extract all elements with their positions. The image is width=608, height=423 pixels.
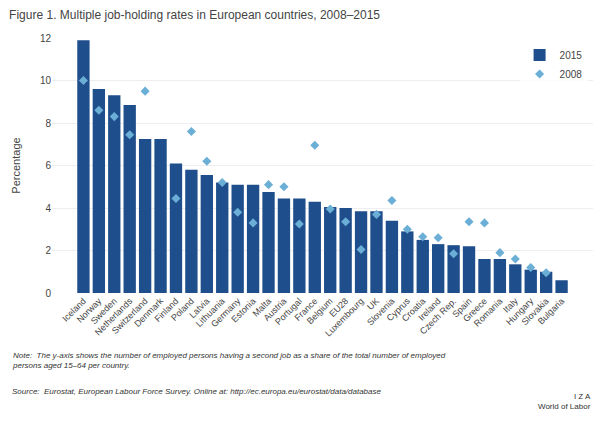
svg-text:Slovenia: Slovenia [365,296,396,327]
svg-text:Switzerland: Switzerland [110,296,150,336]
svg-text:Source: Eurostat, European La: Source: Eurostat, European Labour Force … [12,387,382,396]
svg-text:Hungary: Hungary [504,296,535,327]
svg-text:Czech Rep.: Czech Rep. [418,296,458,336]
svg-text:Malta: Malta [250,296,273,319]
svg-text:Bulgaria: Bulgaria [536,296,566,326]
svg-text:Figure 1. Multiple job-holding: Figure 1. Multiple job-holding rates in … [9,8,380,22]
svg-text:Ireland: Ireland [416,296,443,323]
svg-text:Portugal: Portugal [273,296,304,327]
svg-text:Austria: Austria [262,296,289,323]
svg-text:0: 0 [45,288,51,299]
svg-text:Finland: Finland [153,296,181,324]
svg-text:Spain: Spain [450,296,473,319]
svg-text:Slovakia: Slovakia [520,296,551,327]
svg-text:UK: UK [365,296,381,312]
svg-text:I Z AWorld of Labor: I Z AWorld of Labor [538,392,591,411]
svg-text:Note: The y-axis shows the nu: Note: The y-axis shows the number of emp… [12,351,446,370]
svg-text:France: France [293,296,320,323]
svg-text:Germany: Germany [209,296,243,330]
svg-text:Romania: Romania [472,296,505,329]
svg-text:8: 8 [45,118,51,129]
svg-text:Greece: Greece [461,296,489,324]
svg-text:10: 10 [40,75,52,86]
svg-text:Estonia: Estonia [229,296,257,324]
svg-text:Iceland: Iceland [60,296,88,324]
svg-text:Percentage: Percentage [10,137,22,193]
svg-text:Latvia: Latvia [187,296,211,320]
svg-text:Belgium: Belgium [305,296,335,326]
svg-text:Cyprus: Cyprus [385,296,413,324]
svg-text:Croatia: Croatia [400,296,428,324]
svg-text:2015: 2015 [560,50,583,61]
svg-text:Norway: Norway [75,296,104,325]
svg-text:2008: 2008 [560,69,583,80]
svg-text:6: 6 [45,160,51,171]
svg-text:Luxembourg: Luxembourg [323,296,365,338]
svg-text:12: 12 [40,33,52,44]
svg-text:EU28: EU28 [327,296,350,319]
svg-text:Lithuania: Lithuania [194,296,227,329]
svg-text:Denmark: Denmark [132,296,165,329]
svg-text:Netherlands: Netherlands [93,296,135,338]
svg-text:Poland: Poland [169,296,196,323]
svg-text:Italy: Italy [501,296,520,315]
svg-text:2: 2 [45,245,51,256]
svg-text:Sweden: Sweden [89,296,119,326]
svg-text:4: 4 [45,203,51,214]
